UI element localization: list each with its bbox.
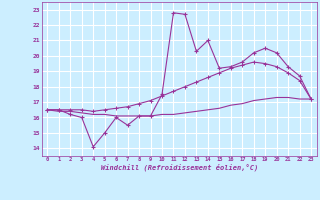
- X-axis label: Windchill (Refroidissement éolien,°C): Windchill (Refroidissement éolien,°C): [100, 164, 258, 171]
